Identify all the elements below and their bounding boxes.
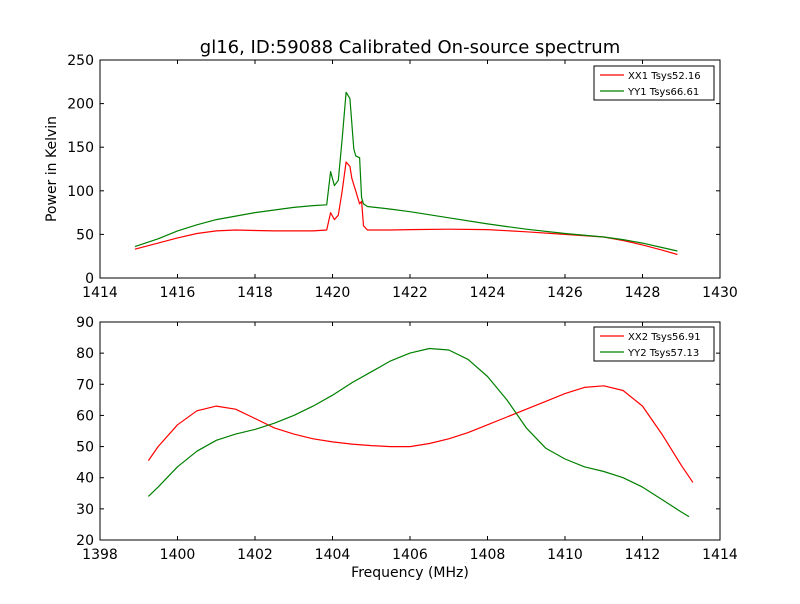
bottom-y-tick-label: 60: [76, 408, 94, 424]
bottom-y-tick-label: 30: [76, 502, 94, 518]
bottom-panel: 1398 1400 1402 1404 1406 1408 1410 1412 1414 20 30…: [76, 315, 738, 563]
panels: 1414 1416 1418 1420 1422 1424 1426 1428 14300501…: [44, 53, 738, 563]
top-x-tick-label: 1428: [625, 285, 661, 301]
top-y-tick-label: 200: [67, 97, 94, 113]
top-legend: XX1 Tsys52.16 YY1 Tsys66.61: [593, 65, 715, 101]
top-series-line-green: [134, 91, 678, 252]
chart-title: gl16, ID:59088 Calibrated On-source spec…: [200, 37, 620, 58]
bottom-x-tick-label: 1398: [82, 547, 118, 563]
top-x-tick-label: 1418: [237, 285, 273, 301]
bottom-y-tick-label: 70: [76, 377, 94, 393]
bottom-y-tick-label: 50: [76, 440, 94, 456]
bottom-x-tick-label: 1412: [625, 547, 661, 563]
top-x-tick-label: 1430: [702, 285, 738, 301]
top-x-tick-label: 1416: [160, 285, 196, 301]
bottom-legend-label: XX2 Tsys56.91: [628, 332, 701, 343]
top-x-tick-label: 1422: [392, 285, 428, 301]
bottom-x-tick-label: 1410: [547, 547, 583, 563]
top-y-axis-label: Power in Kelvin: [44, 116, 60, 222]
top-y-tick-label: 0: [85, 271, 94, 287]
bottom-x-tick-label: 1400: [160, 547, 196, 563]
bottom-x-tick-label: 1406: [392, 547, 428, 563]
bottom-x-tick-label: 1414: [702, 547, 738, 563]
top-y-tick-label: 100: [67, 184, 94, 200]
top-x-tick-label: 1426: [547, 285, 583, 301]
bottom-x-tick-label: 1402: [237, 547, 273, 563]
top-legend-label: YY1 Tsys66.61: [627, 87, 699, 98]
bottom-y-tick-label: 20: [76, 533, 94, 549]
top-series-line-red: [134, 161, 678, 256]
bottom-series-line-green: [147, 347, 690, 518]
bottom-series-line-red: [147, 385, 694, 483]
bottom-x-tick-label: 1408: [470, 547, 506, 563]
bottom-y-tick-label: 40: [76, 471, 94, 487]
bottom-legend-box: [593, 326, 715, 362]
top-panel: 1414 1416 1418 1420 1422 1424 1426 1428 1430 0 50 1…: [44, 53, 738, 301]
top-x-tick-label: 1424: [470, 285, 506, 301]
bottom-y-tick-label: 80: [76, 346, 94, 362]
bottom-legend-label: YY2 Tsys57.13: [627, 348, 699, 359]
x-axis-label: Frequency (MHz): [351, 565, 469, 581]
bottom-legend: XX2 Tsys56.91 YY2 Tsys57.13: [593, 326, 715, 362]
top-x-tick-label: 1420: [315, 285, 351, 301]
top-y-tick-label: 50: [76, 227, 94, 243]
bottom-y-tick-label: 90: [76, 315, 94, 331]
bottom-x-tick-label: 1404: [315, 547, 351, 563]
top-legend-label: XX1 Tsys52.16: [628, 71, 701, 82]
top-y-tick-label: 150: [67, 140, 94, 156]
top-legend-box: [593, 65, 715, 101]
top-x-tick-label: 1414: [82, 285, 118, 301]
top-y-tick-label: 250: [67, 53, 94, 69]
